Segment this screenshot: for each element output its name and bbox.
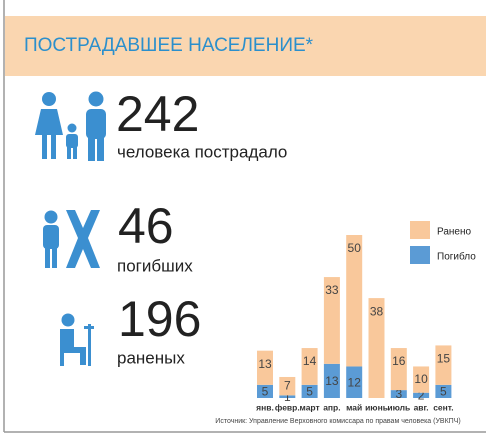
value-label: 38: [370, 304, 384, 318]
value-label: 16: [392, 354, 406, 368]
value-label: 15: [437, 352, 451, 366]
value-label: 7: [284, 378, 291, 392]
bar-segment: [346, 366, 363, 398]
x-tick-label: февр.: [275, 402, 300, 412]
value-label: 5: [440, 385, 447, 399]
source: Источник: Управление Верховного комиссар…: [215, 418, 460, 425]
bar-segment: [301, 348, 318, 385]
stat-label: человека пострадало: [117, 142, 287, 161]
x-tick-label: апр.: [323, 402, 340, 412]
stat-label: раненых: [117, 348, 185, 367]
bar-segment: [435, 345, 452, 385]
x-tick-label: июль: [387, 402, 410, 412]
value-label: 33: [325, 283, 339, 297]
x-tick-label: июнь: [365, 402, 388, 412]
bar-segment: [279, 395, 296, 398]
bar-segment: [368, 298, 385, 398]
x-tick-label: сент.: [433, 402, 453, 412]
x-tick-label: авг.: [414, 402, 429, 412]
legend-swatch: [410, 221, 430, 239]
value-label: 1: [284, 390, 291, 404]
killed-icon: [43, 210, 100, 268]
legend-label: Погибло: [437, 251, 476, 263]
bar-segment: [323, 277, 340, 364]
wounded-icon: [60, 313, 94, 366]
bar-segment: [390, 390, 407, 398]
value-label: 10: [414, 372, 428, 386]
value-label: 3: [395, 387, 402, 401]
bar-segment: [346, 235, 363, 367]
x-tick-label: янв.: [256, 402, 274, 412]
value-label: 12: [348, 375, 362, 389]
bar-segment: [257, 384, 273, 398]
value-label: 2: [418, 389, 425, 403]
stat-value: 46: [118, 198, 174, 254]
bar-segment: [435, 384, 452, 398]
stat-value: 196: [118, 291, 201, 347]
value-label: 13: [258, 357, 272, 371]
x-tick-label: май: [346, 402, 362, 412]
bar-segment: [279, 376, 296, 396]
x-tick-label: март: [300, 402, 320, 412]
family-icon: [35, 91, 106, 161]
value-label: 14: [303, 354, 317, 368]
header-band: [5, 16, 486, 76]
value-label: 13: [325, 374, 339, 388]
bar-segment: [413, 366, 430, 393]
legend-label: Ранено: [437, 227, 472, 238]
value-label: 5: [306, 385, 313, 399]
value-label: 5: [262, 385, 269, 399]
stat-value: 242: [116, 86, 199, 142]
bar-segment: [323, 363, 340, 398]
legend-swatch: [410, 246, 430, 264]
bar-segment: [413, 392, 430, 398]
value-label: 50: [348, 241, 362, 255]
bar-segment: [301, 384, 318, 398]
bar-segment: [390, 348, 407, 391]
bar-segment: [257, 350, 273, 385]
stat-label: погибших: [117, 256, 193, 275]
title: ПОСТРАДАВШЕЕ НАСЕЛЕНИЕ*: [24, 35, 314, 56]
